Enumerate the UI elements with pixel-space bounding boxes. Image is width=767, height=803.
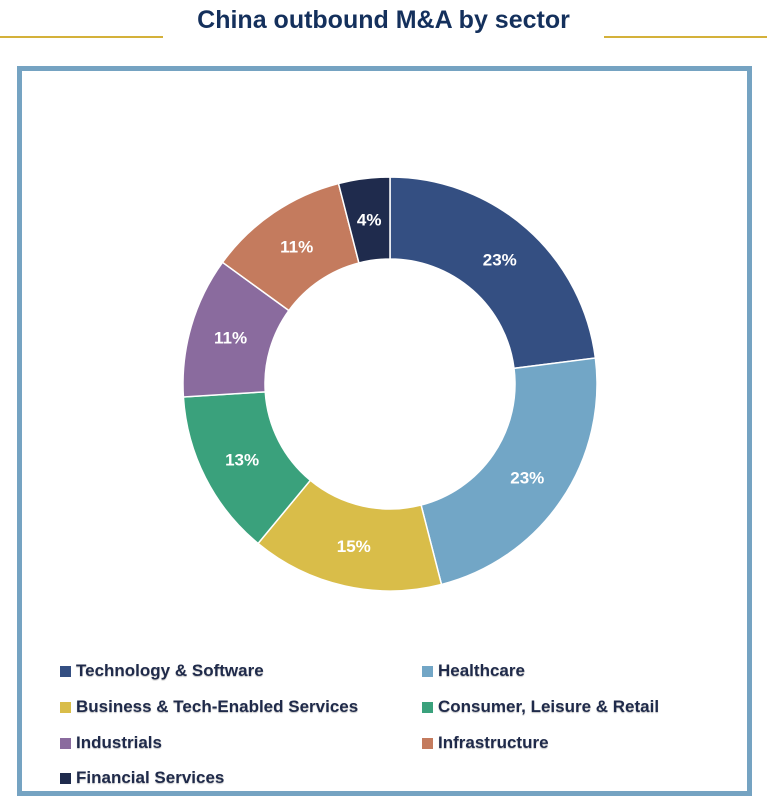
legend-label: Financial Services <box>76 768 225 787</box>
chart-title: China outbound M&A by sector <box>197 6 570 34</box>
legend-swatch <box>422 737 433 749</box>
legend-label: Business & Tech-Enabled Services <box>76 697 359 716</box>
legend-item-infrastructure: Infrastructure <box>422 733 549 753</box>
legend-label: Industrials <box>76 733 162 752</box>
legend-label: Infrastructure <box>438 733 549 752</box>
donut-slice-technology-software <box>389 176 597 370</box>
legend-item-financial-services: Financial Services <box>60 768 224 788</box>
slice-data-label: 13% <box>225 450 259 469</box>
legend-item-consumer-leisure-retail: Consumer, Leisure & Retail <box>422 697 659 717</box>
legend-label: Consumer, Leisure & Retail <box>438 697 660 716</box>
donut-slice-healthcare <box>420 357 598 586</box>
slice-data-label: 11% <box>280 238 313 257</box>
slice-data-label: 23% <box>510 468 544 487</box>
legend-swatch <box>60 701 71 713</box>
title-rule-left <box>0 36 163 38</box>
legend-swatch <box>60 772 71 784</box>
legend-swatch <box>60 737 71 749</box>
title-bar: China outbound M&A by sector <box>0 0 767 48</box>
legend-item-healthcare: Healthcare <box>422 661 525 681</box>
slice-data-label: 23% <box>483 250 517 269</box>
legend-item-technology-software: Technology & Software <box>60 661 264 681</box>
slice-data-label: 11% <box>214 329 247 348</box>
title-rule-right <box>604 36 767 38</box>
slice-data-label: 4% <box>357 210 382 229</box>
legend-item-industrials: Industrials <box>60 733 162 753</box>
legend-swatch <box>60 665 71 677</box>
slice-data-label: 15% <box>337 537 371 556</box>
donut-slice-financial-services <box>337 176 391 264</box>
donut-chart: 23% 23% 15% 13% 11% 11% 4% <box>182 176 598 592</box>
chart-frame: 23% 23% 15% 13% 11% 11% 4% Technology & Softwa… <box>17 66 752 796</box>
legend-swatch <box>422 665 433 677</box>
legend-swatch <box>422 701 433 713</box>
legend-label: Healthcare <box>438 661 525 680</box>
legend-item-business-services: Business & Tech-Enabled Services <box>60 697 358 717</box>
legend-label: Technology & Software <box>76 661 264 680</box>
